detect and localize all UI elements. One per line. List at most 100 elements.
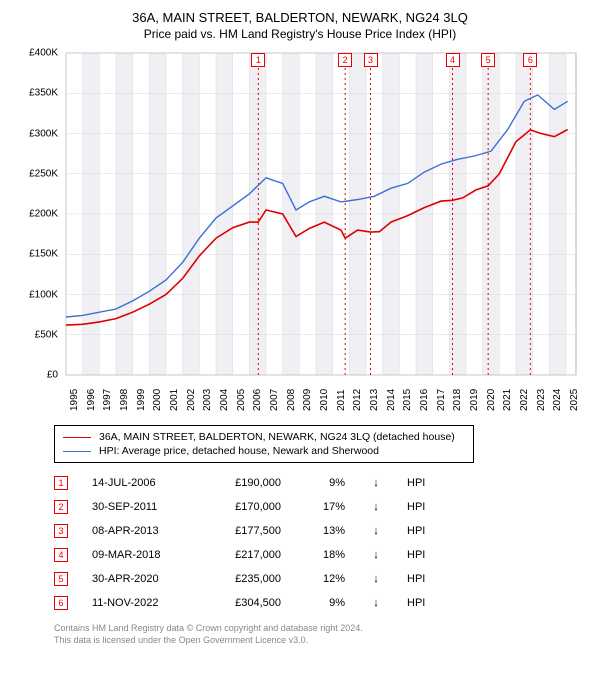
chart-marker: 4 — [446, 53, 460, 67]
y-tick-label: £350K — [29, 88, 58, 99]
y-tick-label: £200K — [29, 209, 58, 220]
sale-date: 08-APR-2013 — [92, 525, 187, 537]
sale-suffix: HPI — [407, 573, 425, 585]
x-tick-label: 2003 — [202, 389, 213, 411]
down-arrow-icon: ↓ — [369, 573, 383, 585]
x-tick-label: 2009 — [302, 389, 313, 411]
sale-suffix: HPI — [407, 501, 425, 513]
x-tick-label: 2015 — [402, 389, 413, 411]
page-subtitle: Price paid vs. HM Land Registry's House … — [14, 27, 586, 41]
y-tick-label: £0 — [47, 370, 58, 381]
x-tick-label: 2001 — [169, 389, 180, 411]
sale-date: 14-JUL-2006 — [92, 477, 187, 489]
sale-date: 09-MAR-2018 — [92, 549, 187, 561]
sale-marker: 5 — [54, 572, 68, 586]
x-tick-label: 2020 — [486, 389, 497, 411]
down-arrow-icon: ↓ — [369, 597, 383, 609]
y-tick-label: £100K — [29, 289, 58, 300]
x-tick-label: 2007 — [269, 389, 280, 411]
sale-pct: 9% — [305, 477, 345, 489]
price-chart: £0 £50K £100K £150K £200K £250K £300K £350K £400… — [20, 45, 580, 415]
x-tick-label: 1996 — [86, 389, 97, 411]
chart-marker: 5 — [481, 53, 495, 67]
x-tick-label: 1998 — [119, 389, 130, 411]
sale-suffix: HPI — [407, 549, 425, 561]
sale-price: £235,000 — [211, 573, 281, 585]
sale-suffix: HPI — [407, 477, 425, 489]
sale-suffix: HPI — [407, 597, 425, 609]
sale-row: 6 11-NOV-2022 £304,500 9% ↓ HPI — [54, 591, 586, 615]
legend-swatch — [63, 451, 91, 452]
x-tick-label: 2004 — [219, 389, 230, 411]
chart-svg — [20, 45, 580, 415]
x-tick-label: 2025 — [569, 389, 580, 411]
y-tick-label: £400K — [29, 48, 58, 59]
sale-marker: 2 — [54, 500, 68, 514]
x-tick-label: 2021 — [502, 389, 513, 411]
chart-marker: 3 — [364, 53, 378, 67]
sale-price: £304,500 — [211, 597, 281, 609]
sale-pct: 9% — [305, 597, 345, 609]
sale-date: 30-APR-2020 — [92, 573, 187, 585]
down-arrow-icon: ↓ — [369, 525, 383, 537]
footer-line-2: This data is licensed under the Open Gov… — [54, 635, 586, 647]
y-tick-label: £50K — [35, 329, 58, 340]
sale-pct: 17% — [305, 501, 345, 513]
sale-price: £217,000 — [211, 549, 281, 561]
legend-item: 36A, MAIN STREET, BALDERTON, NEWARK, NG2… — [63, 430, 465, 444]
x-tick-label: 2023 — [536, 389, 547, 411]
x-tick-label: 2017 — [436, 389, 447, 411]
sale-date: 11-NOV-2022 — [92, 597, 187, 609]
x-tick-label: 2018 — [452, 389, 463, 411]
sale-row: 3 08-APR-2013 £177,500 13% ↓ HPI — [54, 519, 586, 543]
sale-row: 5 30-APR-2020 £235,000 12% ↓ HPI — [54, 567, 586, 591]
sale-price: £190,000 — [211, 477, 281, 489]
sale-row: 1 14-JUL-2006 £190,000 9% ↓ HPI — [54, 471, 586, 495]
chart-marker: 6 — [523, 53, 537, 67]
sale-marker: 1 — [54, 476, 68, 490]
y-tick-label: £250K — [29, 168, 58, 179]
x-tick-label: 2024 — [552, 389, 563, 411]
sales-table: 1 14-JUL-2006 £190,000 9% ↓ HPI 2 30-SEP-2011 £1… — [54, 471, 586, 615]
chart-marker: 1 — [251, 53, 265, 67]
x-tick-label: 2011 — [336, 389, 347, 411]
sale-pct: 13% — [305, 525, 345, 537]
sale-suffix: HPI — [407, 525, 425, 537]
x-tick-label: 2008 — [286, 389, 297, 411]
x-tick-label: 1997 — [102, 389, 113, 411]
x-tick-label: 2016 — [419, 389, 430, 411]
sale-price: £177,500 — [211, 525, 281, 537]
chart-marker: 2 — [338, 53, 352, 67]
y-tick-label: £150K — [29, 249, 58, 260]
legend-label: 36A, MAIN STREET, BALDERTON, NEWARK, NG2… — [99, 431, 455, 443]
legend-swatch — [63, 437, 91, 438]
x-tick-label: 2013 — [369, 389, 380, 411]
sale-marker: 4 — [54, 548, 68, 562]
y-tick-label: £300K — [29, 128, 58, 139]
sale-row: 2 30-SEP-2011 £170,000 17% ↓ HPI — [54, 495, 586, 519]
sale-marker: 6 — [54, 596, 68, 610]
footer-text: Contains HM Land Registry data © Crown c… — [54, 623, 586, 646]
legend: 36A, MAIN STREET, BALDERTON, NEWARK, NG2… — [54, 425, 474, 463]
sale-marker: 3 — [54, 524, 68, 538]
x-tick-label: 2006 — [252, 389, 263, 411]
sale-price: £170,000 — [211, 501, 281, 513]
x-tick-label: 1995 — [69, 389, 80, 411]
down-arrow-icon: ↓ — [369, 549, 383, 561]
x-tick-label: 2000 — [152, 389, 163, 411]
sale-date: 30-SEP-2011 — [92, 501, 187, 513]
x-tick-label: 2012 — [352, 389, 363, 411]
x-tick-label: 2002 — [186, 389, 197, 411]
footer-line-1: Contains HM Land Registry data © Crown c… — [54, 623, 586, 635]
x-tick-label: 2022 — [519, 389, 530, 411]
x-tick-label: 2019 — [469, 389, 480, 411]
x-tick-label: 1999 — [136, 389, 147, 411]
sale-pct: 18% — [305, 549, 345, 561]
page-title: 36A, MAIN STREET, BALDERTON, NEWARK, NG2… — [14, 10, 586, 25]
legend-item: HPI: Average price, detached house, Newa… — [63, 444, 465, 458]
legend-label: HPI: Average price, detached house, Newa… — [99, 445, 379, 457]
down-arrow-icon: ↓ — [369, 477, 383, 489]
down-arrow-icon: ↓ — [369, 501, 383, 513]
x-tick-label: 2005 — [236, 389, 247, 411]
sale-pct: 12% — [305, 573, 345, 585]
